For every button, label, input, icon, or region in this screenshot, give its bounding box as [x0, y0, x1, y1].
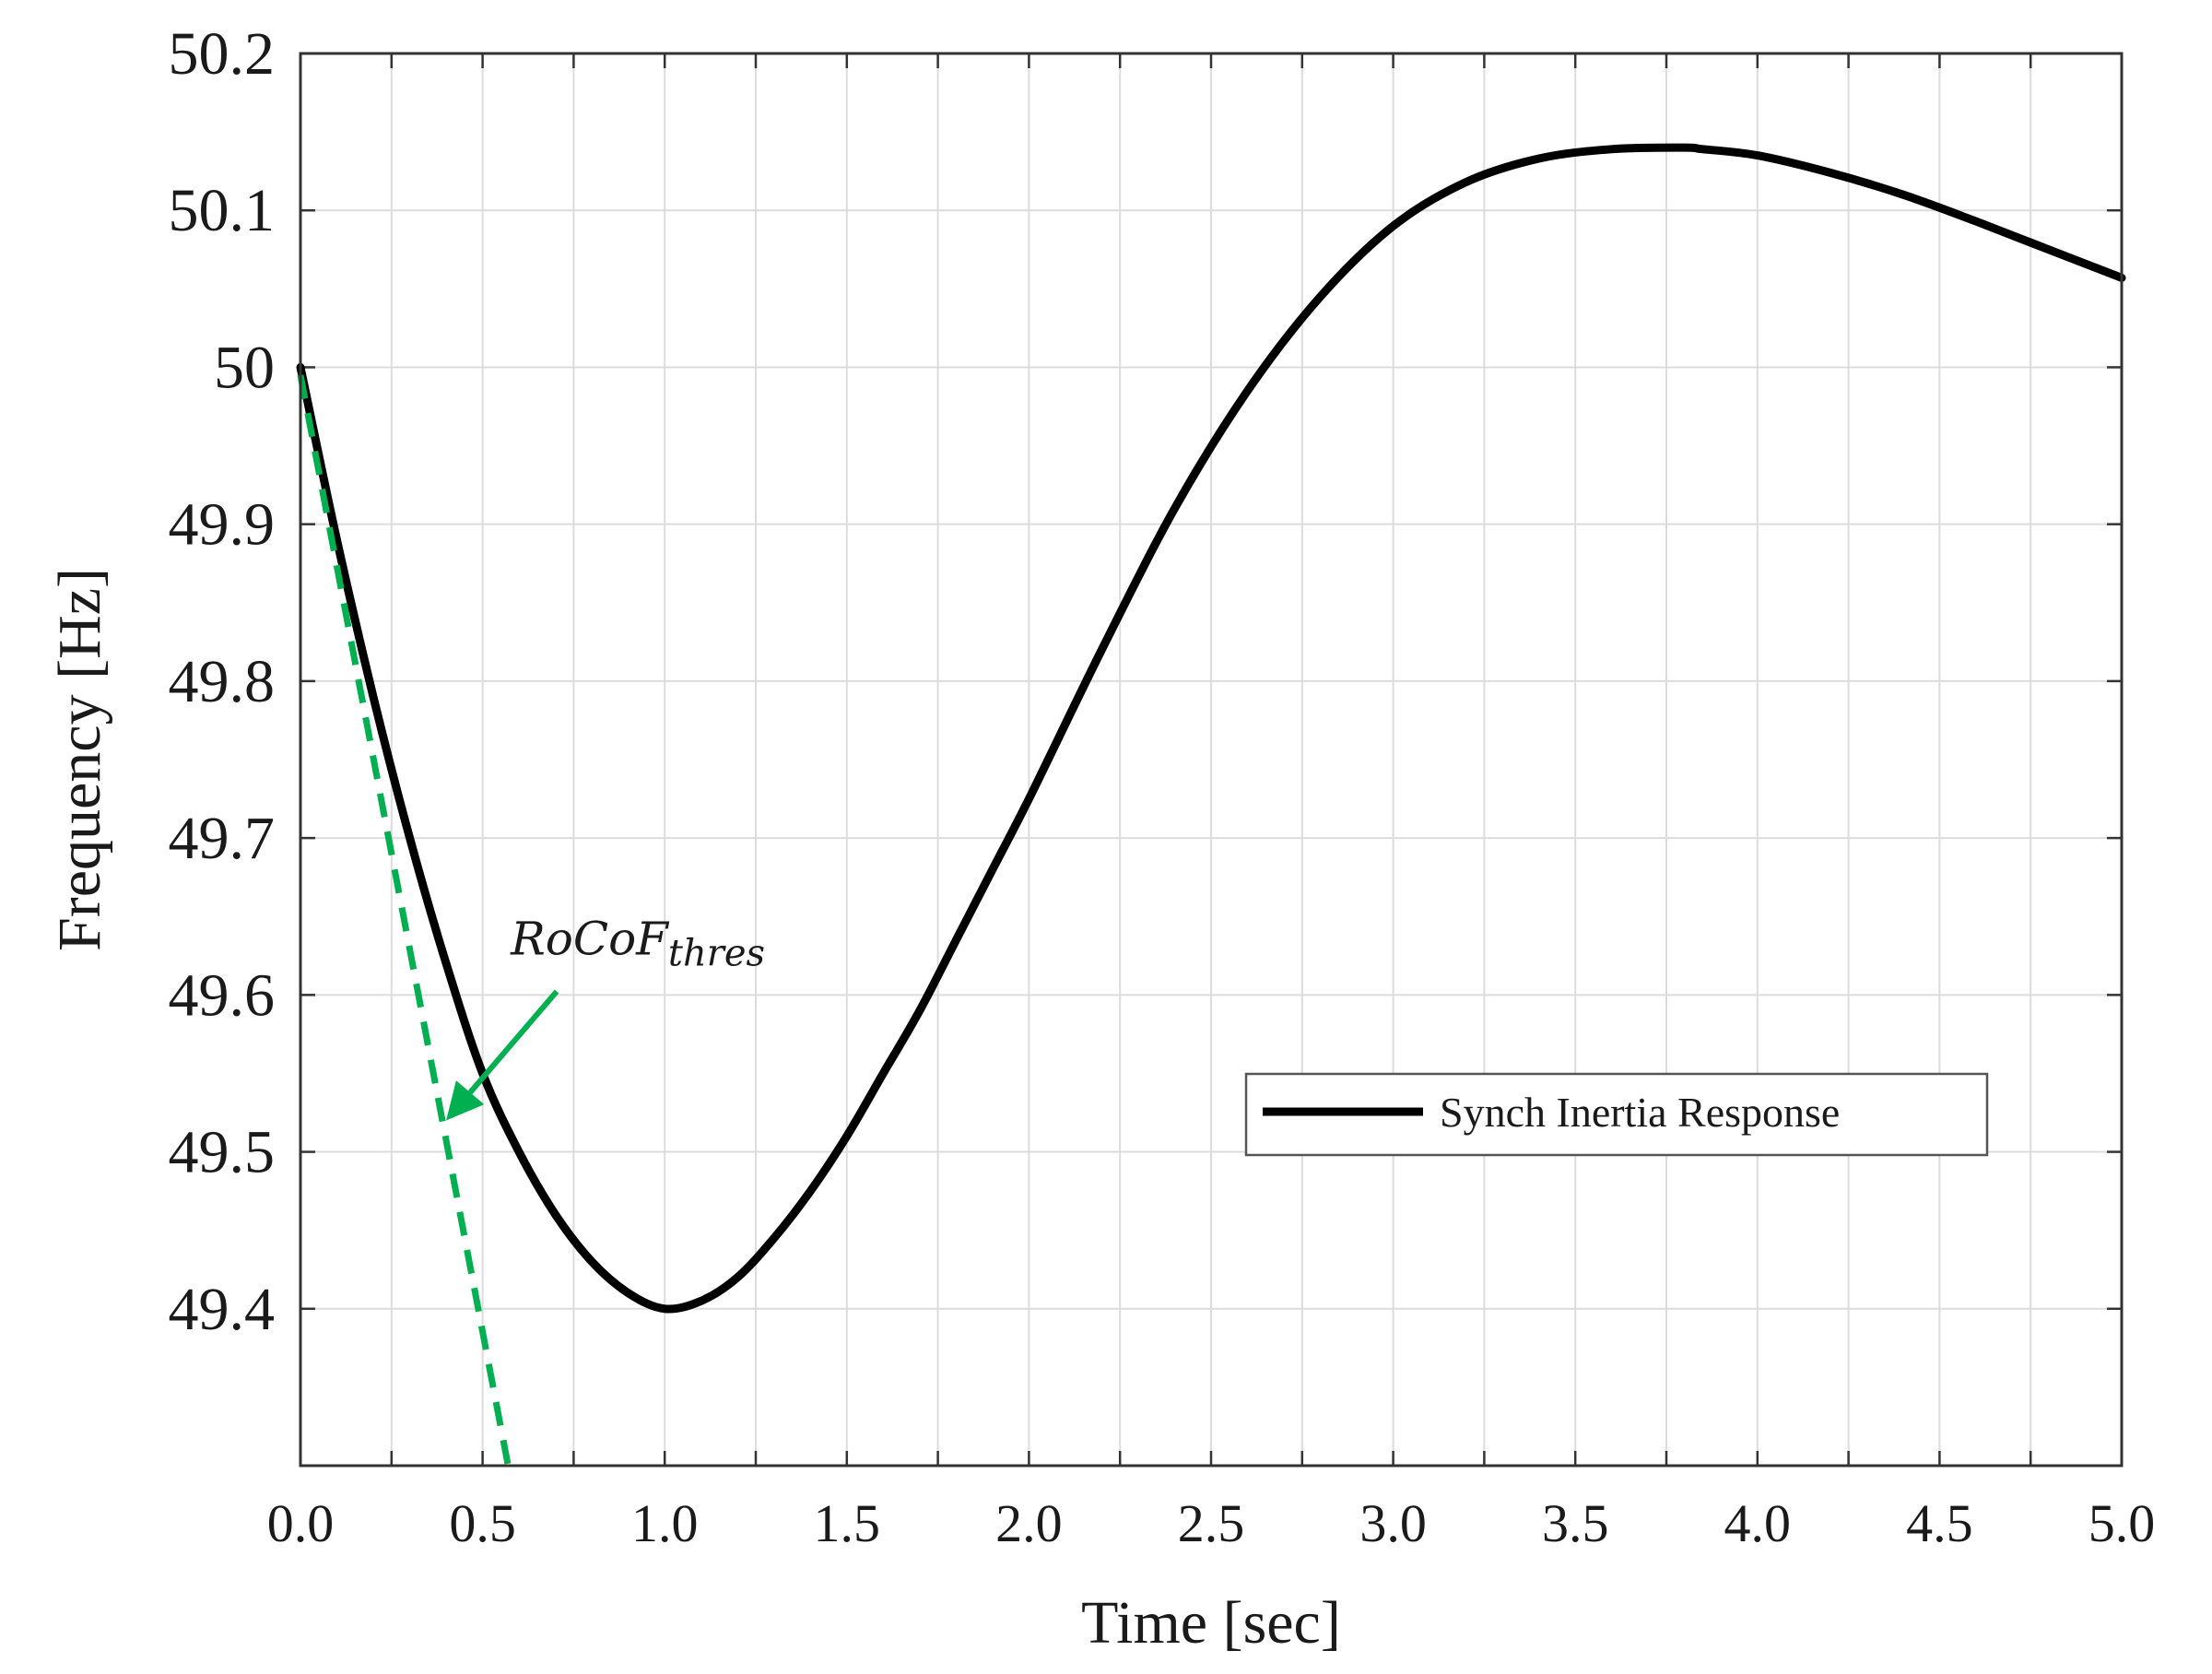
x-tick-label: 1.5: [814, 1493, 881, 1553]
x-tick-label: 5.0: [2088, 1493, 2156, 1553]
x-tick-label: 2.0: [995, 1493, 1063, 1553]
annotation-label-subscript: thres: [668, 933, 765, 975]
y-tick-label: 50.1: [169, 177, 276, 244]
y-tick-label: 50.2: [169, 20, 276, 88]
y-tick-label: 49.9: [169, 491, 276, 559]
y-tick-label: 49.6: [169, 961, 276, 1029]
x-axis-title: Time [sec]: [1081, 1589, 1341, 1656]
y-tick-label: 49.7: [169, 805, 276, 872]
annotation-label: RoCoFthres: [510, 913, 765, 975]
x-tick-label: 4.0: [1724, 1493, 1792, 1553]
y-tick-label: 49.4: [169, 1276, 276, 1343]
x-tick-label: 0.0: [267, 1493, 335, 1553]
tick-labels: 49.4 49.5 49.6 49.7 49.8 49.9 50 50.1 50.2 0.0 0.5…: [169, 20, 2156, 1553]
legend: Synch Inertia Response: [1244, 1072, 1989, 1157]
x-tick-label: 3.5: [1542, 1493, 1609, 1553]
y-tick-label: 49.5: [169, 1119, 276, 1186]
grid-lines: [300, 53, 2123, 1466]
rocof-threshold-line: [297, 374, 512, 1467]
y-tick-label: 49.8: [169, 648, 276, 715]
x-tick-label: 0.5: [449, 1493, 516, 1553]
series-layer: [296, 143, 2126, 1467]
x-tick-label: 4.5: [1906, 1493, 1973, 1553]
annotation-arrow: [467, 989, 559, 1095]
x-tick-label: 1.0: [631, 1493, 699, 1553]
x-tick-label: 3.0: [1359, 1493, 1427, 1553]
y-axis-title: Frequency [Hz]: [46, 568, 113, 951]
plot-frame: [299, 52, 2124, 1468]
legend-label: Synch Inertia Response: [1440, 1089, 1840, 1136]
annotation-label-main: RoCoF: [510, 913, 670, 966]
y-tick-label: 50: [214, 334, 275, 401]
synch-inertia-response-line: [296, 143, 2126, 1314]
x-tick-label: 2.5: [1178, 1493, 1245, 1553]
annotation-arrowhead: [446, 1080, 485, 1121]
rocof-annotation: RoCoFthres: [446, 913, 765, 1121]
